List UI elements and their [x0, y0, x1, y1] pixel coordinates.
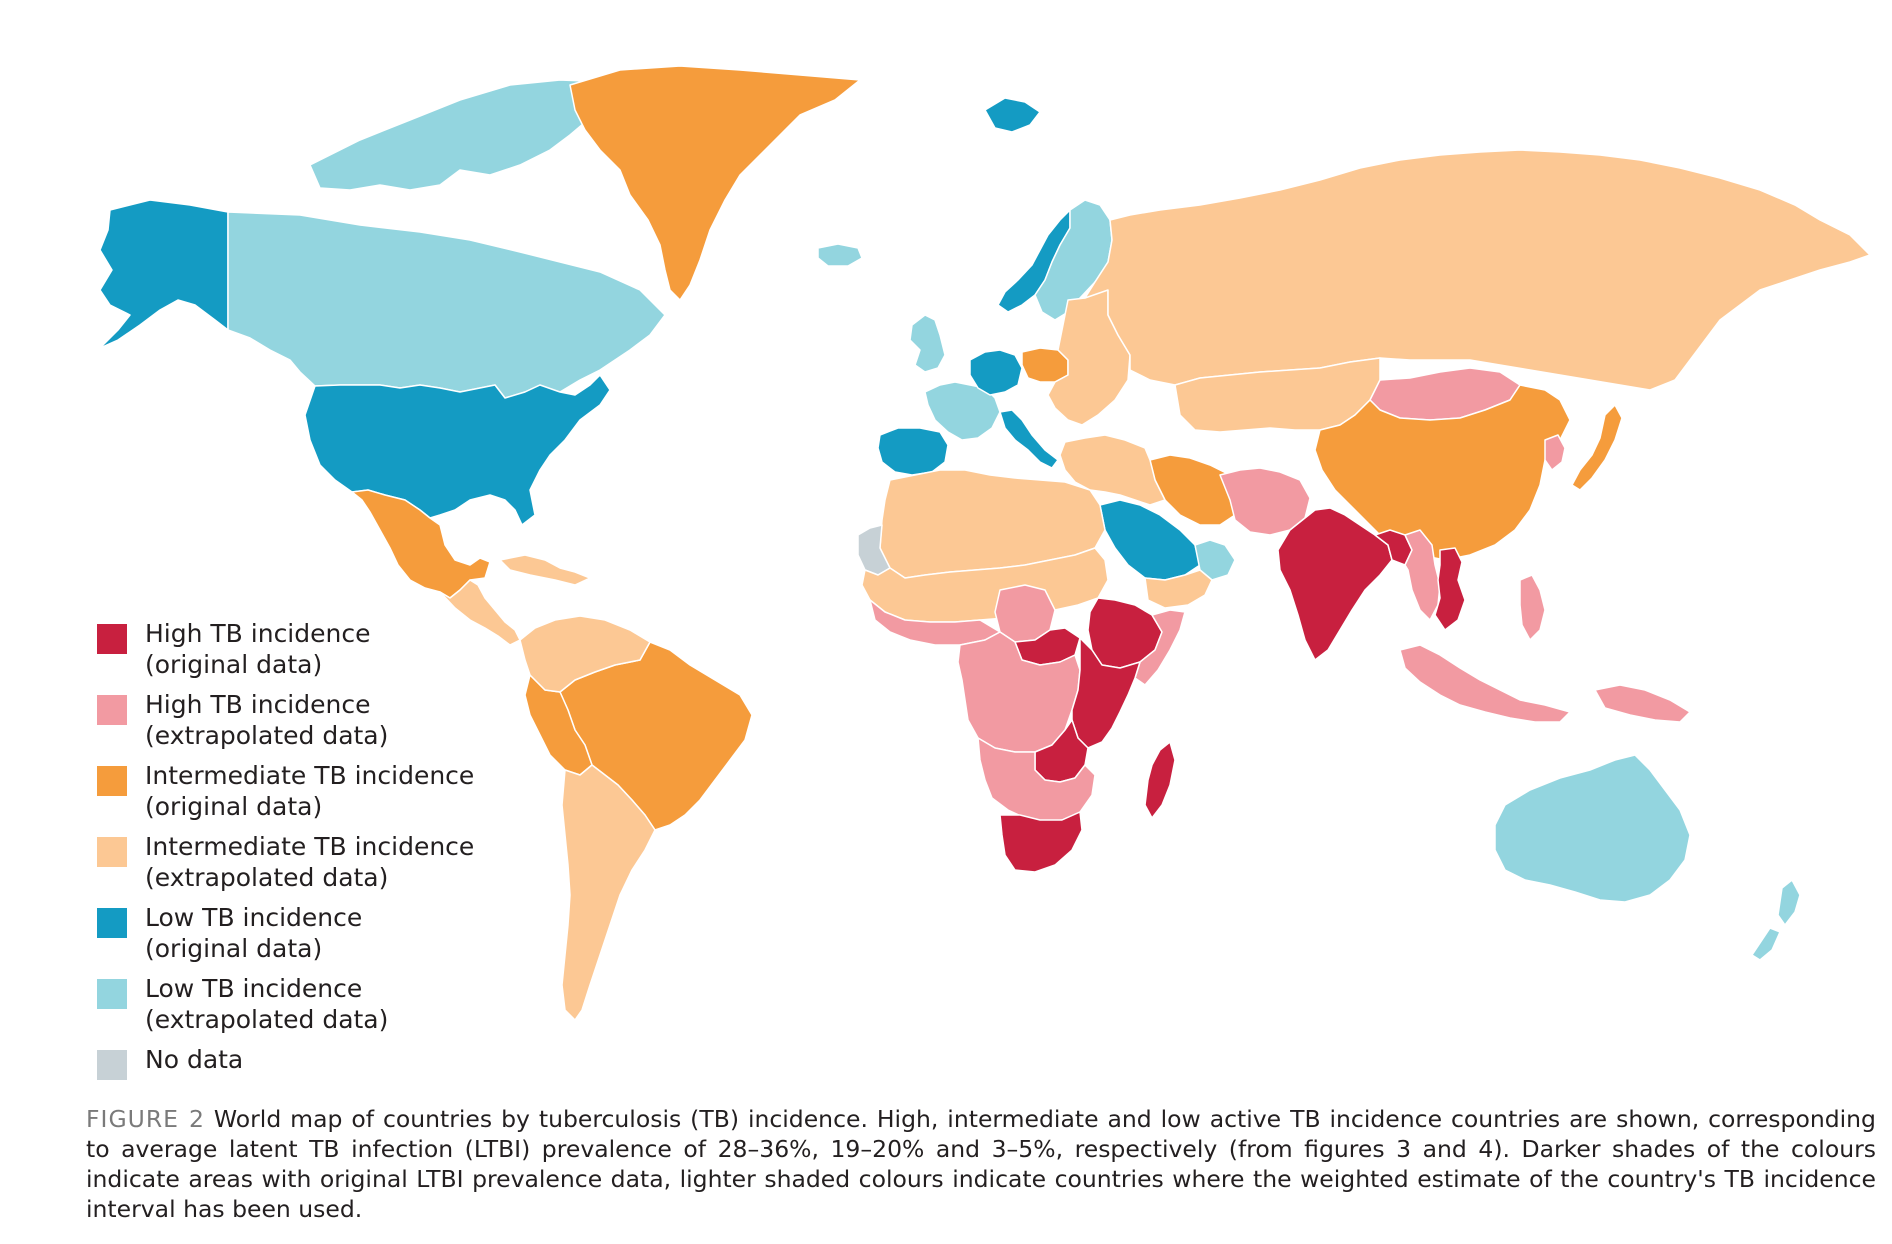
region-philippines — [1519, 574, 1546, 641]
legend-label-line1: No data — [145, 1045, 244, 1074]
legend-swatch — [97, 766, 127, 796]
region-united-states — [304, 374, 611, 526]
legend-label-line2: (extrapolated data) — [145, 863, 389, 892]
region-somalia — [1134, 609, 1186, 686]
legend-swatch — [97, 979, 127, 1009]
region-papua-new-guinea — [1594, 684, 1691, 723]
legend-swatch — [97, 837, 127, 867]
region-myanmar-thailand — [1404, 529, 1441, 621]
region-vietnam-cambodia — [1434, 547, 1466, 631]
legend-label-line2: (extrapolated data) — [145, 721, 389, 750]
legend-label-line1: Intermediate TB incidence — [145, 832, 475, 861]
legend-label-line2: (original data) — [145, 934, 323, 963]
region-japan — [1571, 404, 1623, 491]
figure-label: FIGURE 2 — [86, 1105, 205, 1133]
region-central-america — [439, 579, 521, 646]
legend-label-line1: Low TB incidence — [145, 974, 363, 1003]
region-united-kingdom — [909, 314, 946, 373]
region-turkey-middle-east — [1059, 434, 1166, 506]
legend-swatch — [97, 908, 127, 938]
region-madagascar — [1144, 741, 1176, 819]
region-russia — [1084, 149, 1871, 391]
region-saudi-arabia — [1099, 499, 1201, 581]
region-alaska — [99, 199, 229, 349]
legend-label-line1: High TB incidence — [145, 690, 371, 719]
region-colombia-venezuela — [519, 615, 651, 693]
legend-label: High TB incidence (original data) — [145, 618, 370, 680]
region-india — [1277, 507, 1393, 661]
legend-swatch — [97, 695, 127, 725]
region-greenland — [569, 65, 861, 301]
legend-label: Low TB incidence (extrapolated data) — [145, 973, 388, 1035]
region-malaysia-indonesia — [1399, 644, 1571, 723]
legend-label-line2: (original data) — [145, 650, 323, 679]
region-central-africa — [957, 631, 1081, 753]
legend-label: High TB incidence (extrapolated data) — [145, 689, 388, 751]
region-new-zealand — [1751, 879, 1801, 961]
region-italy — [999, 409, 1059, 469]
legend-label: Low TB incidence (original data) — [145, 902, 362, 964]
region-spain — [877, 427, 949, 476]
region-canadian-arctic — [309, 79, 641, 191]
region-korea — [1544, 434, 1566, 471]
caption-text: World map of countries by tuberculosis (… — [86, 1105, 1876, 1223]
region-southern-africa — [977, 737, 1096, 823]
legend-label: Intermediate TB incidence (original data) — [145, 760, 474, 822]
legend-label-line2: (extrapolated data) — [145, 1005, 389, 1034]
region-svalbard — [984, 97, 1041, 133]
legend-label-line1: Low TB incidence — [145, 903, 363, 932]
region-southern-cone — [561, 764, 656, 1021]
region-south-africa — [999, 811, 1083, 873]
region-western-europe — [924, 381, 1001, 441]
region-east-africa — [1071, 637, 1141, 749]
region-canada — [227, 211, 666, 399]
region-yemen-oman — [1144, 569, 1213, 609]
legend-label-line1: Intermediate TB incidence — [145, 761, 475, 790]
legend-label-line2: (original data) — [145, 792, 323, 821]
region-mexico — [351, 489, 491, 599]
legend-label-line1: High TB incidence — [145, 619, 371, 648]
legend-swatch — [97, 624, 127, 654]
figure-caption: FIGURE 2 World map of countries by tuber… — [86, 1104, 1876, 1224]
region-iceland — [817, 243, 863, 267]
region-caribbean — [499, 554, 591, 586]
legend-label: Intermediate TB incidence (extrapolated d… — [145, 831, 474, 893]
region-netherlands-germany — [969, 349, 1023, 396]
region-australia — [1494, 754, 1691, 903]
legend-label: No data — [145, 1044, 243, 1075]
legend-swatch — [97, 1050, 127, 1080]
